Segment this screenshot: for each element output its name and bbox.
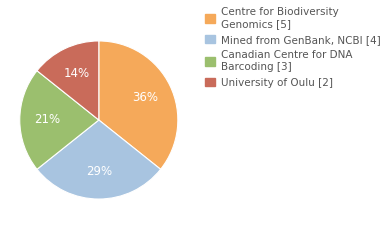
Legend: Centre for Biodiversity
Genomics [5], Mined from GenBank, NCBI [4], Canadian Cen: Centre for Biodiversity Genomics [5], Mi… — [203, 5, 380, 90]
Wedge shape — [37, 41, 99, 120]
Text: 29%: 29% — [86, 165, 112, 178]
Wedge shape — [20, 71, 99, 169]
Text: 36%: 36% — [132, 91, 158, 104]
Wedge shape — [99, 41, 178, 169]
Text: 21%: 21% — [34, 114, 60, 126]
Text: 14%: 14% — [63, 67, 90, 80]
Wedge shape — [37, 120, 161, 199]
